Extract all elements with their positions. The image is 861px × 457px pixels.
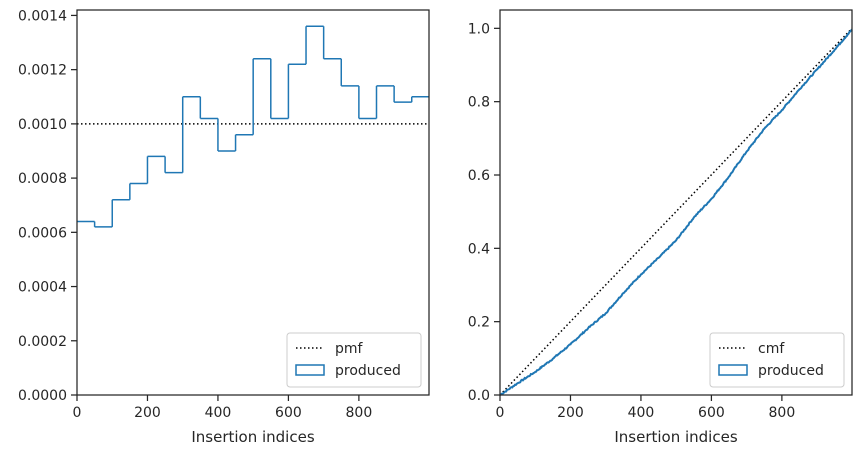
x-tick-label: 0 xyxy=(73,405,82,421)
x-axis-label: Insertion indices xyxy=(614,428,737,446)
cmf-reference-line xyxy=(499,27,853,396)
legend-box xyxy=(286,332,422,388)
legend-produced-swatch xyxy=(718,364,748,376)
y-tick-label: 0.4 xyxy=(468,241,490,257)
histogram-panel: 0 200 400 600 800 0.0000 0.0002 0.0004 0.0006 0.0… xyxy=(18,8,430,446)
legend-box xyxy=(709,332,845,388)
legend-produced-swatch xyxy=(295,364,325,376)
cumulative-produced-line xyxy=(499,28,853,396)
legend-reference-label: pmf xyxy=(335,341,364,357)
x-tick-label: 400 xyxy=(628,405,655,421)
legend-produced-label: produced xyxy=(335,363,401,379)
y-tick-label: 0.0000 xyxy=(18,388,67,404)
y-tick-label: 1.0 xyxy=(468,21,490,37)
legend-produced-label: produced xyxy=(758,363,824,379)
y-tick-label: 0.2 xyxy=(468,315,490,331)
y-tick-label: 0.0012 xyxy=(18,63,67,79)
y-tick-label: 0.0014 xyxy=(18,8,67,24)
x-tick-label: 200 xyxy=(134,405,161,421)
y-tick-label: 0.0008 xyxy=(18,171,67,187)
y-tick-label: 0.0002 xyxy=(18,334,67,350)
legend-reference-label: cmf xyxy=(758,341,785,357)
y-tick-label: 0.8 xyxy=(468,95,490,111)
x-tick-label: 600 xyxy=(698,405,725,421)
x-axis-label: Insertion indices xyxy=(191,428,314,446)
y-tick-label: 0.6 xyxy=(468,168,490,184)
x-tick-label: 800 xyxy=(769,405,796,421)
cumulative-panel: 0 200 400 600 800 0.0 0.2 0.4 0.6 0.8 1.0 Insertion… xyxy=(468,9,853,446)
y-tick-label: 0.0004 xyxy=(18,280,67,296)
x-tick-label: 800 xyxy=(346,405,373,421)
x-tick-label: 600 xyxy=(275,405,302,421)
y-tick-label: 0.0010 xyxy=(18,117,67,133)
x-tick-label: 200 xyxy=(557,405,584,421)
x-tick-label: 0 xyxy=(496,405,505,421)
y-tick-label: 0.0006 xyxy=(18,225,67,241)
plot-frame xyxy=(76,9,430,396)
x-tick-label: 400 xyxy=(205,405,232,421)
y-tick-label: 0.0 xyxy=(468,388,490,404)
plot-frame xyxy=(499,9,853,396)
